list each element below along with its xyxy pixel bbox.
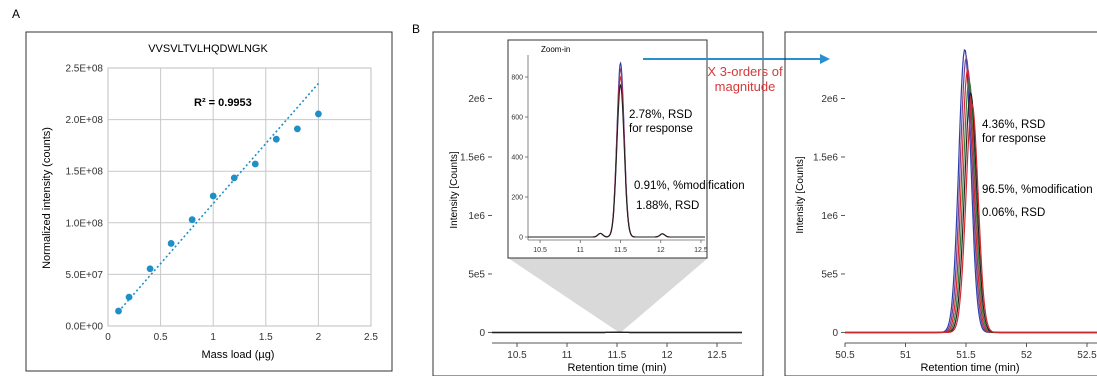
right-chrom-x-label: Retention time (min) bbox=[920, 362, 1019, 374]
left-chrom-y-tick-label: 2e6 bbox=[468, 94, 485, 105]
zoom-y-ticks: 0 200 400 600 800 bbox=[511, 75, 528, 242]
scatter-point bbox=[115, 307, 122, 315]
right-chrom-x-tick-label: 51.5 bbox=[956, 350, 976, 361]
zoom-y-tick-label: 200 bbox=[511, 195, 523, 202]
scatter-y-tick-label: 1.0E+08 bbox=[65, 218, 103, 229]
scatter-y-label: Normalized intensity (counts) bbox=[41, 127, 53, 269]
zoom-inset-title: Zoom-in bbox=[541, 45, 570, 54]
scatter-plot-border bbox=[107, 67, 372, 327]
scatter-y-tick-label: 1.5E+08 bbox=[65, 167, 103, 178]
right-rsd-response-line1: 4.36%, RSD bbox=[982, 119, 1045, 131]
panel-label-a: A bbox=[12, 7, 20, 21]
scatter-y-tick-label: 2.5E+08 bbox=[65, 64, 103, 75]
right-chrom-traces bbox=[845, 49, 1097, 334]
scatter-title: VVSVLTVLHQDWLNGK bbox=[148, 43, 268, 55]
scatter-x-tick-label: 2 bbox=[316, 332, 322, 343]
zoom-x-tick-label: 12.5 bbox=[694, 247, 708, 254]
left-chrom-y-tick-label: 1e6 bbox=[468, 211, 485, 222]
left-chrom-x-ticks: 10.5 11 11.5 12 12.5 bbox=[507, 343, 727, 361]
scatter-x-tick-label: 1.5 bbox=[259, 332, 273, 343]
zoom-trace bbox=[528, 83, 705, 238]
scatter-y-tick-label: 5.0E+07 bbox=[65, 270, 103, 281]
zoom-x-tick-label: 11.5 bbox=[614, 247, 627, 254]
right-chrom-y-tick-label: 1.5e6 bbox=[813, 152, 838, 163]
scatter-point bbox=[188, 216, 196, 224]
panel-b-right-frame bbox=[784, 31, 1097, 376]
zoom-x-tick-label: 11 bbox=[577, 247, 584, 254]
scatter-point bbox=[230, 174, 238, 182]
scatter-point bbox=[272, 135, 280, 143]
right-chrom-x-tick-label: 52 bbox=[1021, 350, 1033, 361]
scatter-x-tick-label: 1 bbox=[210, 332, 216, 343]
right-rsd-response-line2: for response bbox=[982, 133, 1046, 145]
panel-a-frame bbox=[25, 31, 393, 372]
right-chrom-y-label: Intensity [Counts] bbox=[795, 156, 806, 233]
zoom-y-tick-label: 800 bbox=[511, 75, 523, 82]
scatter-x-tick-label: 2.5 bbox=[364, 332, 378, 343]
scatter-trendline bbox=[117, 82, 320, 313]
left-chrom-x-tick-label: 11 bbox=[562, 350, 573, 361]
right-chrom-x-tick-label: 51 bbox=[900, 350, 912, 361]
left-chrom-y-tick-label: 1.5e6 bbox=[460, 152, 485, 163]
scatter-point bbox=[146, 265, 154, 273]
scatter-y-tick-label: 0.0E+00 bbox=[65, 322, 103, 333]
left-rsd-response-line2: for response bbox=[629, 123, 693, 135]
left-chrom-y-tick-label: 5e5 bbox=[468, 269, 485, 280]
scatter-point bbox=[315, 110, 322, 118]
scatter-x-tick-label: 0 bbox=[105, 332, 111, 343]
left-chrom-y-ticks: 0 5e5 1e6 1.5e6 2e6 bbox=[460, 94, 492, 339]
zoom-x-ticks: 10.5 11 11.5 12 12.5 bbox=[533, 240, 708, 254]
left-chrom-x-tick-label: 11.5 bbox=[608, 350, 627, 361]
left-chrom-x-tick-label: 12.5 bbox=[707, 350, 727, 361]
magnitude-text-line2: magnitude bbox=[715, 79, 776, 94]
zoom-inset-frame bbox=[507, 39, 708, 259]
scatter-point bbox=[251, 160, 259, 168]
panel-label-b: B bbox=[412, 22, 420, 36]
left-chrom-y-label: Intensity [Counts] bbox=[449, 151, 460, 228]
scatter-y-tick-label: 2.0E+08 bbox=[65, 115, 103, 126]
r-squared-label: R² = 0.9953 bbox=[194, 97, 252, 109]
right-rsd: 0.06%, RSD bbox=[982, 207, 1045, 219]
scatter-point bbox=[167, 240, 175, 247]
magnitude-text-line1: X 3-orders of bbox=[707, 64, 783, 79]
left-rsd: 1.88%, RSD bbox=[636, 200, 699, 212]
scatter-point bbox=[125, 293, 133, 301]
right-chrom-y-tick-label: 5e5 bbox=[821, 269, 838, 280]
zoom-y-tick-label: 400 bbox=[511, 155, 523, 162]
left-chrom-y-tick-label: 0 bbox=[479, 328, 485, 339]
scatter-x-ticks: 0 0.5 1 1.5 2 2.5 bbox=[105, 332, 378, 343]
magnitude-arrow-head bbox=[820, 54, 830, 64]
left-chrom-x-tick-label: 10.5 bbox=[507, 350, 527, 361]
right-chrom-y-ticks: 0 5e5 1e6 1.5e6 2e6 bbox=[813, 94, 845, 339]
right-chrom-x-ticks: 50.5 51 51.5 52 52.5 bbox=[835, 343, 1097, 361]
right-chrom-x-tick-label: 50.5 bbox=[835, 350, 855, 361]
scatter-y-ticks: 0.0E+00 5.0E+07 1.0E+08 1.5E+08 2.0E+08 2.5E+… bbox=[65, 64, 103, 333]
zoom-wedge bbox=[508, 258, 708, 333]
right-chrom-y-tick-label: 0 bbox=[832, 328, 838, 339]
right-chrom-y-tick-label: 2e6 bbox=[821, 94, 838, 105]
left-chrom-x-tick-label: 12 bbox=[661, 350, 673, 361]
scatter-point bbox=[293, 125, 301, 133]
scatter-x-tick-label: 0.5 bbox=[154, 332, 168, 343]
right-modification: 96.5%, %modification bbox=[982, 184, 1093, 196]
scatter-points bbox=[115, 110, 322, 315]
zoom-traces bbox=[528, 61, 705, 238]
panel-b-left-frame bbox=[432, 31, 764, 376]
scatter-point bbox=[209, 192, 217, 200]
zoom-x-tick-label: 10.5 bbox=[533, 247, 547, 254]
right-chrom-trace bbox=[845, 102, 1097, 334]
right-chrom-x-tick-label: 52.5 bbox=[1077, 350, 1097, 361]
zoom-x-tick-label: 12 bbox=[657, 247, 665, 254]
right-chrom-y-tick-label: 1e6 bbox=[821, 211, 838, 222]
zoom-y-tick-label: 600 bbox=[511, 115, 523, 122]
zoom-y-tick-label: 0 bbox=[519, 235, 523, 242]
left-modification: 0.91%, %modification bbox=[634, 180, 745, 192]
left-rsd-response-line1: 2.78%, RSD bbox=[629, 109, 692, 121]
left-chrom-x-label: Retention time (min) bbox=[567, 362, 666, 374]
scatter-x-label: Mass load (µg) bbox=[202, 349, 275, 361]
